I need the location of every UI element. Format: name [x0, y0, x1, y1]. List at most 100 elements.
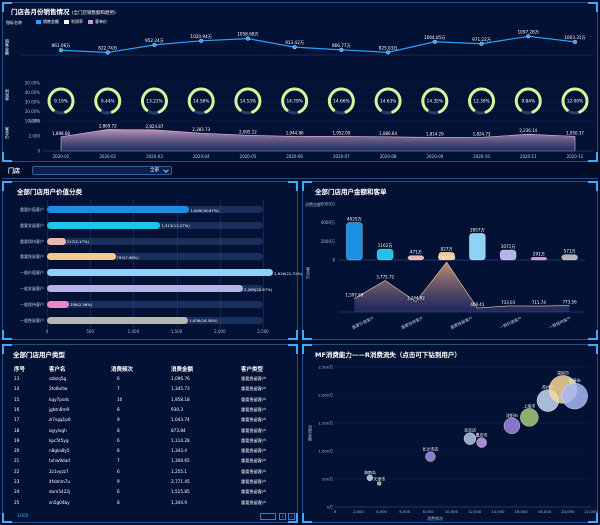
table-row[interactable]: 20 n8gka8y5 8 1,343.4 重要挽留客户 [11, 448, 295, 457]
table-row[interactable]: 15 kqy7psds 10 1,958.18 重要挽留客户 [11, 397, 295, 406]
sales-data-label: 1097.28万 [518, 29, 540, 35]
amount-bar-label: 291万 [533, 251, 545, 257]
price-label: 1,597.69 [345, 293, 363, 298]
table-cell: 7 [117, 386, 120, 392]
next-page-button[interactable]: › [288, 513, 295, 520]
x-axis-tick: 18,000 [538, 509, 552, 514]
table-cell: 14 [14, 386, 20, 392]
table-row[interactable]: 18 iqyylxgh 8 873.84 重要挽留客户 [11, 428, 295, 437]
bar[interactable] [47, 269, 274, 277]
table-row[interactable]: 23 4fsbhm7u 9 2,771.45 重要挽留客户 [11, 479, 295, 488]
store-filter-select[interactable]: 全部 [32, 166, 173, 175]
monthly-sales-panel: 门店各月份销售情况 (全门店销售额和趋势) 指标名称 销售金额 利润率 客单价 … [2, 2, 598, 162]
header-customer: 客户名 [49, 367, 66, 373]
sales-point [245, 36, 250, 41]
grid-line [133, 200, 135, 328]
table-cell: 25 [14, 499, 20, 505]
city-bubble[interactable] [476, 437, 487, 448]
table-row[interactable]: 25 zn5g04by 8 1,344.9 重要挽留客户 [11, 500, 295, 509]
amount-bar [376, 248, 394, 261]
month-tick-label: 2020-08 [380, 154, 397, 159]
panel-corner [302, 181, 312, 191]
price-area [60, 129, 576, 152]
sales-point [479, 41, 484, 46]
month-tick-label: 2020-03 [146, 154, 163, 159]
sales-data-label: 861.06万 [52, 43, 71, 49]
city-bubble[interactable] [366, 474, 374, 482]
x-axis-tick: 500 [86, 329, 94, 334]
table-cell: zl7sgq1p0 [49, 417, 71, 423]
bar[interactable] [47, 285, 244, 292]
legend-item-profit[interactable]: 利润率 [64, 19, 83, 25]
row-label-sales: 销售金额 [5, 39, 10, 55]
amount-bar [530, 257, 548, 261]
page-size[interactable]: 1000 [17, 514, 29, 519]
category-tick-label: 重要价值客户 [351, 314, 375, 330]
y-axis-tick: 2000万 [321, 239, 335, 244]
table-row[interactable]: 21 tuhw9dad 7 1,308.65 重要挽留客户 [11, 458, 295, 467]
table-cell: 16 [14, 406, 20, 412]
table-cell: 8 [117, 448, 120, 454]
city-bubble[interactable] [520, 408, 539, 427]
bar-track [47, 237, 263, 245]
city-bubble[interactable] [425, 451, 436, 462]
panel-corner [2, 2, 12, 12]
profit-gauge-arc [47, 87, 75, 115]
page-input[interactable] [260, 513, 276, 520]
panel-corner [2, 344, 12, 354]
bar[interactable] [47, 300, 70, 308]
table-cell: 1,344.9 [171, 499, 187, 505]
header-index: 序号 [14, 367, 26, 373]
table-row[interactable]: 19 kpc5t5yg 6 1,114.28 重要挽留客户 [11, 438, 295, 447]
table-row[interactable]: 14 2to8ultw 7 1,345.73 重要挽留客户 [11, 386, 295, 395]
table-cell: 8 [117, 406, 120, 412]
city-bubble-label: 长沙市店 [422, 446, 438, 452]
sales-point [105, 50, 110, 55]
legend-item-sales[interactable]: 销售金额 [36, 19, 59, 25]
table-cell: 13 [14, 376, 20, 381]
table-row[interactable]: 16 jgbtn8m9 8 930.3 重要挽留客户 [11, 407, 295, 416]
sales-data-label: 1058.68万 [237, 32, 259, 38]
panel-corner [302, 330, 312, 340]
amount-bar [561, 254, 578, 261]
table-cell: 重要挽留客户 [241, 479, 267, 484]
city-bubble[interactable] [463, 432, 477, 445]
panel-corner [288, 344, 298, 354]
table-row[interactable]: 24 dum5422j 6 1,515.85 重要挽留客户 [11, 489, 295, 498]
city-bubble[interactable] [376, 481, 382, 486]
table-cell: 重要挽留客户 [241, 499, 267, 505]
sales-data-label: 1003.31万 [564, 35, 586, 41]
table-cell: 1,043.74 [171, 417, 190, 423]
sales-point [199, 38, 204, 43]
city-bubble-label: 重庆市 [476, 432, 488, 438]
category-tick-label: 重要保持客户 [400, 314, 424, 330]
legend-item-price[interactable]: 客单价 [88, 19, 107, 25]
bar[interactable] [47, 237, 66, 245]
price-data-label: 1,814.29 [426, 131, 444, 136]
city-bubble-label: 深圳市 [557, 369, 569, 375]
city-bubble[interactable] [503, 417, 521, 435]
table-row[interactable]: 13 szbzq5g 6 1,096.76 重要挽留客户 [11, 376, 295, 385]
table-row[interactable]: 17 zl7sgq1p0 9 1,043.74 重要挽留客户 [11, 417, 295, 426]
bar[interactable] [47, 316, 189, 324]
profit-axis-tick: 40.00% [25, 90, 40, 95]
table-cell: 重要挽留客户 [241, 427, 267, 433]
price-data-label: 2,869.72 [99, 123, 117, 128]
price-area [354, 262, 570, 312]
prev-page-button[interactable]: ‹ [279, 513, 286, 520]
bar[interactable] [47, 253, 116, 261]
city-bubble[interactable] [561, 382, 588, 410]
profit-gauge-arc [514, 87, 542, 115]
bar[interactable] [47, 221, 161, 229]
x-axis-tick: 12,000 [468, 509, 482, 514]
sales-point [526, 34, 531, 39]
panel-corner [2, 181, 12, 191]
bar[interactable] [47, 206, 190, 213]
table-cell: szbzq5g [49, 376, 67, 381]
table-cell: 15 [14, 396, 20, 402]
panel-corner [588, 2, 598, 12]
panel-corner [288, 330, 298, 340]
price-axis-tick: 2,000 [29, 134, 41, 139]
city-bubble-label: 天津市 [373, 475, 385, 481]
table-row[interactable]: 22 2z1vyzz7 6 1,255.1 重要挽留客户 [11, 469, 295, 478]
